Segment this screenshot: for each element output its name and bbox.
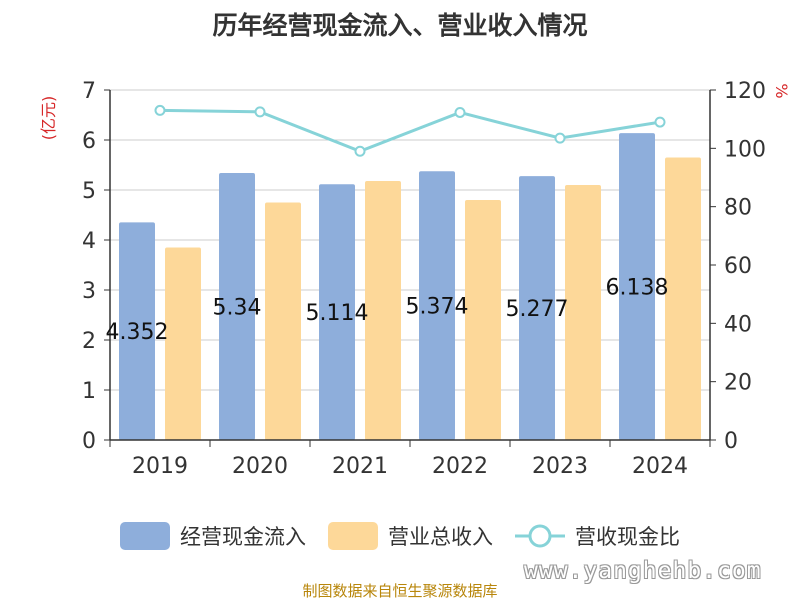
left-axis-tick-label: 2 xyxy=(82,329,96,354)
right-axis-tick-label: 0 xyxy=(724,429,738,454)
data-label-cash-inflow: 5.34 xyxy=(213,296,262,321)
bar-cash-inflow xyxy=(419,171,455,441)
legend-swatch-cash-inflow xyxy=(120,522,170,550)
left-axis-title: (亿元) xyxy=(39,96,58,141)
left-axis-tick-label: 4 xyxy=(82,229,96,254)
line-ratio xyxy=(159,108,661,153)
legend: 经营现金流入 营业总收入 营收现金比 xyxy=(0,516,800,556)
legend-label-ratio: 营收现金比 xyxy=(575,525,680,549)
bar-cash-inflow xyxy=(219,173,255,440)
data-label-cash-inflow: 4.352 xyxy=(106,320,169,345)
left-axis-tick-label: 0 xyxy=(82,429,96,454)
x-axis-tick-label: 2020 xyxy=(232,454,288,479)
bar-cash-inflow xyxy=(619,133,655,440)
x-axis-tick-label: 2022 xyxy=(432,454,488,479)
data-label-cash-inflow: 5.374 xyxy=(406,295,469,320)
right-axis-tick-label: 80 xyxy=(724,196,752,221)
bar-revenue xyxy=(165,247,201,440)
x-axis-tick-label: 2023 xyxy=(532,454,588,479)
point-ratio xyxy=(554,132,566,144)
source-note: 制图数据来自恒生聚源数据库 xyxy=(302,582,498,600)
left-axis-tick-label: 6 xyxy=(82,129,96,154)
point-ratio xyxy=(254,106,266,118)
point-ratio xyxy=(454,106,466,118)
point-ratio xyxy=(354,145,366,157)
right-axis-tick-label: 60 xyxy=(724,254,752,279)
right-axis-title: % xyxy=(772,83,791,98)
bar-revenue xyxy=(365,181,401,440)
right-axis-tick-label: 20 xyxy=(724,371,752,396)
point-ratio xyxy=(154,104,166,116)
bar-cash-inflow xyxy=(119,222,155,440)
left-axis-tick-label: 3 xyxy=(82,279,96,304)
legend-item-cash-inflow[interactable]: 经营现金流入 xyxy=(120,521,306,551)
left-axis-tick-label: 5 xyxy=(82,179,96,204)
chart-title: 历年经营现金流入、营业收入情况 xyxy=(212,11,588,40)
bar-cash-inflow xyxy=(319,184,355,440)
legend-label-revenue: 营业总收入 xyxy=(388,525,493,549)
data-label-cash-inflow: 6.138 xyxy=(606,276,669,301)
legend-item-revenue[interactable]: 营业总收入 xyxy=(328,521,493,551)
x-axis-tick-label: 2021 xyxy=(332,454,388,479)
data-label-cash-inflow: 5.114 xyxy=(306,301,369,326)
x-axis-tick-label: 2024 xyxy=(632,454,688,479)
left-axis-tick-label: 1 xyxy=(82,379,96,404)
x-axis-tick-label: 2019 xyxy=(132,454,188,479)
bar-revenue xyxy=(265,202,301,440)
watermark: www.yanghehb.com xyxy=(524,558,762,584)
legend-item-ratio[interactable]: 营收现金比 xyxy=(515,521,680,551)
right-axis-tick-label: 120 xyxy=(724,79,766,104)
legend-label-cash-inflow: 经营现金流入 xyxy=(180,525,306,549)
bar-revenue xyxy=(665,157,701,440)
data-label-cash-inflow: 5.277 xyxy=(506,297,569,322)
bar-revenue xyxy=(465,200,501,440)
left-axis-tick-label: 7 xyxy=(82,79,96,104)
legend-swatch-revenue xyxy=(328,522,378,550)
right-axis-tick-label: 40 xyxy=(724,312,752,337)
legend-swatch-ratio xyxy=(515,524,565,548)
point-ratio xyxy=(654,116,666,128)
right-axis-tick-label: 100 xyxy=(724,137,766,162)
bar-cash-inflow xyxy=(519,176,555,440)
bar-revenue xyxy=(565,185,601,440)
